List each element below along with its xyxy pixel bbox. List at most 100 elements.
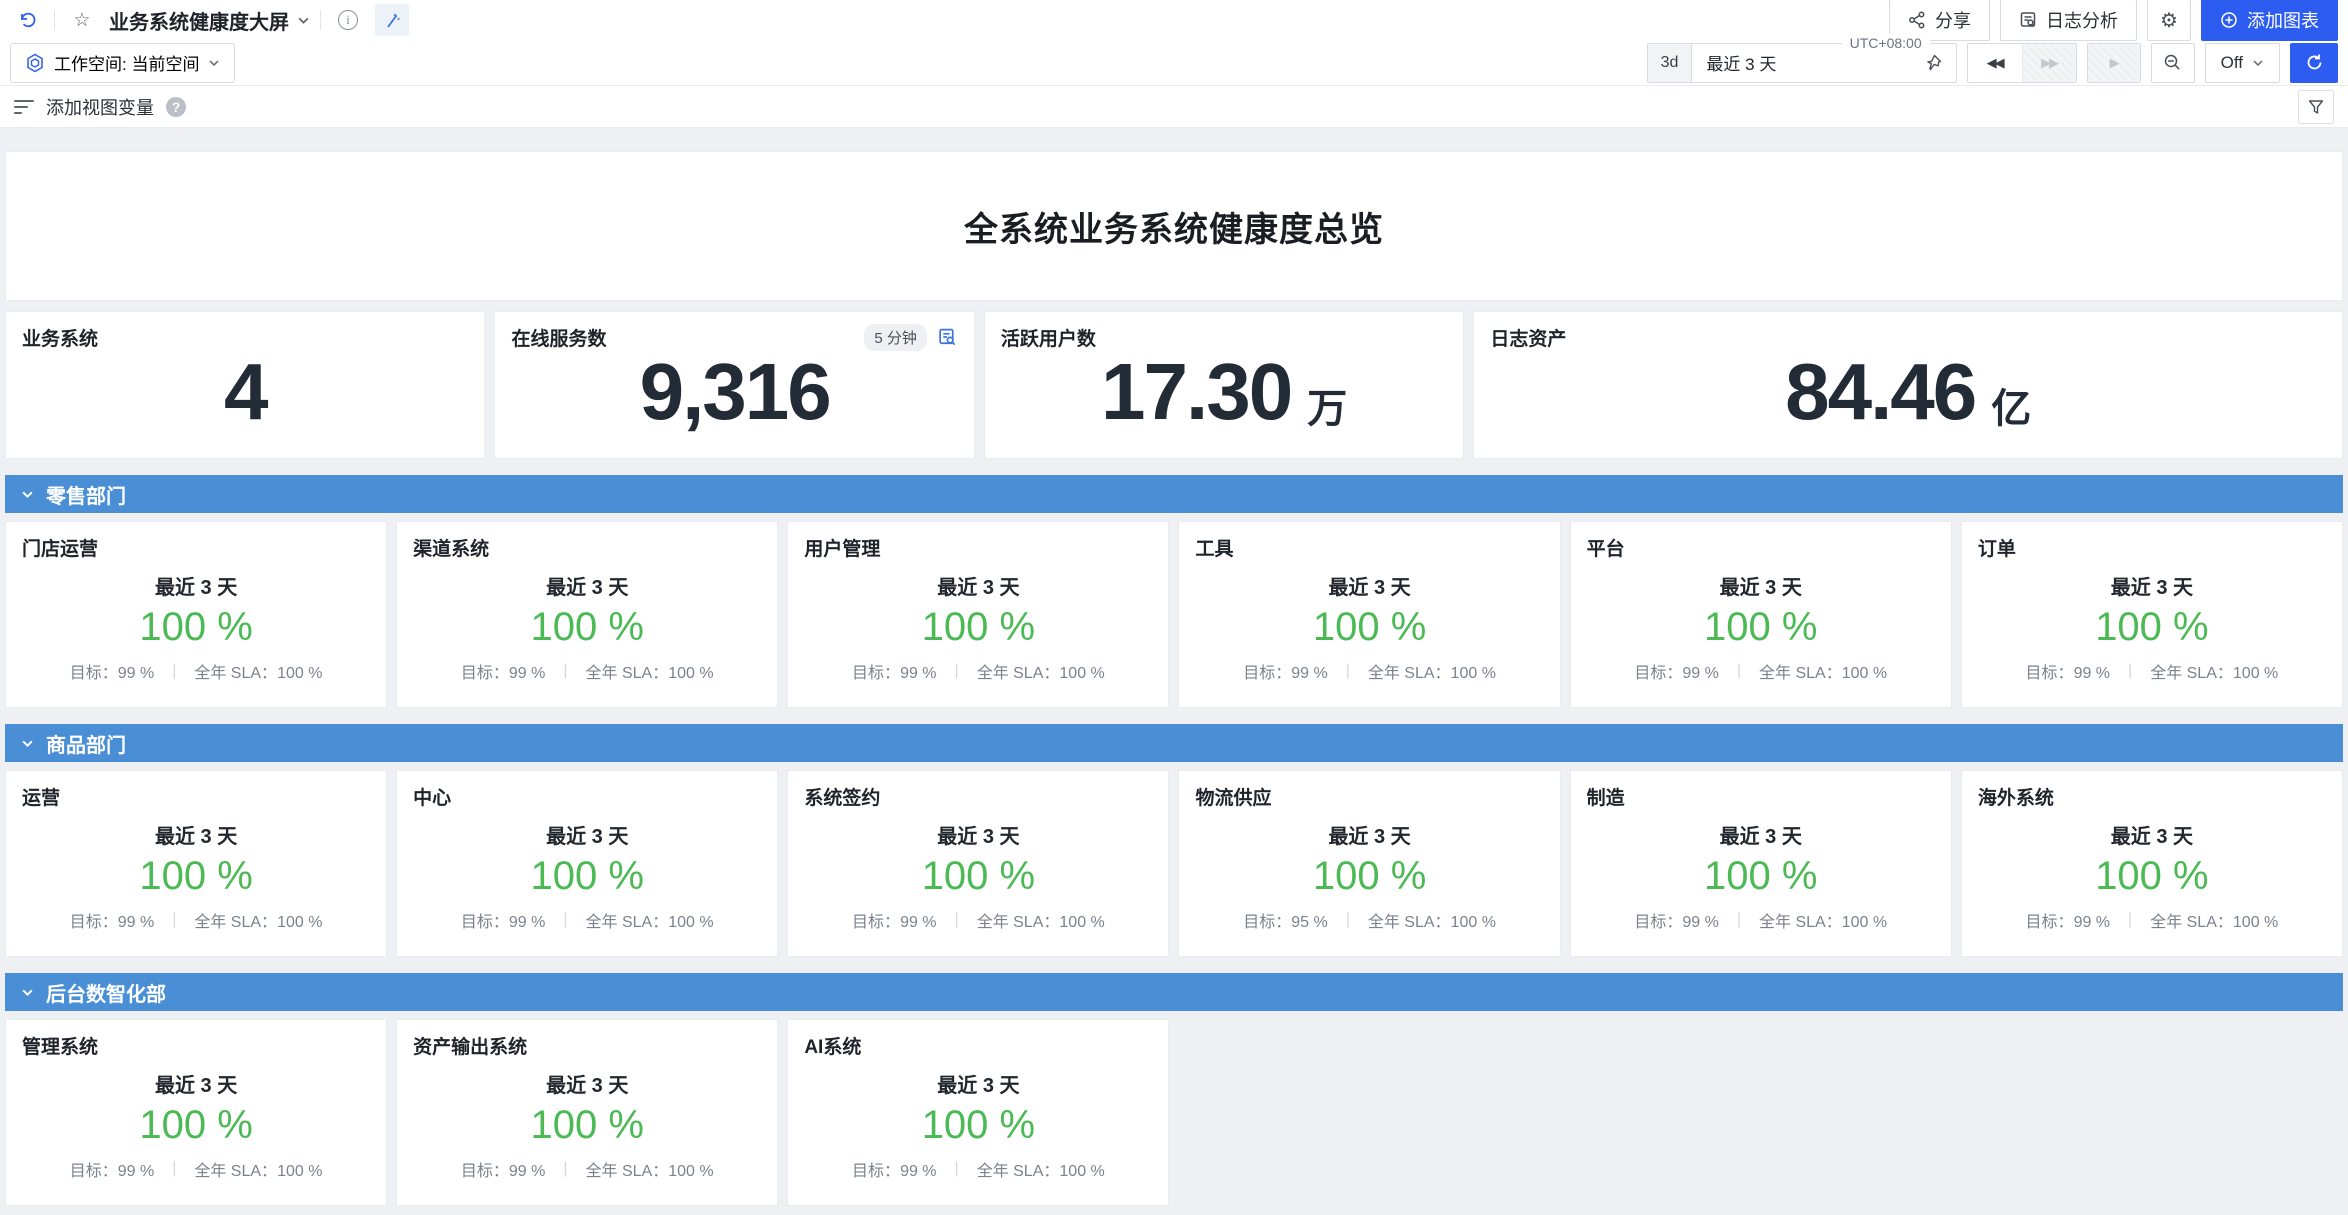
auto-refresh-value: Off	[2220, 52, 2243, 72]
target-label: 目标：	[2025, 914, 2074, 931]
target-label: 目标：	[69, 665, 118, 682]
settings-button[interactable]: ⚙	[2147, 0, 2191, 41]
stat-label: 活跃用户数	[1000, 329, 1096, 350]
filter-button[interactable]	[2298, 89, 2334, 124]
gear-icon: ⚙	[2160, 9, 2178, 32]
sla-panel: 平台 最近 3 天 100 % 目标：99 % | 全年 SLA：100 %	[1569, 521, 1952, 708]
favorite-button[interactable]: ☆	[65, 4, 99, 36]
stats-row: 业务系统 4 在线服务数 5 分钟 9,316 活跃用户数 17.30 万	[5, 311, 2343, 459]
target-label: 目标：	[1243, 914, 1292, 931]
auto-refresh-select[interactable]: Off	[2204, 42, 2280, 83]
panel-meta: 目标：99 % | 全年 SLA：100 %	[804, 1157, 1152, 1181]
time-step-group: ◀◀ ▶▶	[1966, 42, 2077, 83]
sla-value-text: 100 %	[1059, 1163, 1105, 1180]
workspace-selector[interactable]: 工作空间: 当前空间	[10, 42, 236, 83]
section-grid: 管理系统 最近 3 天 100 % 目标：99 % | 全年 SLA：100 %…	[5, 1019, 2343, 1206]
meta-pipe: |	[563, 1160, 568, 1177]
workspace-label: 工作空间: 当前空间	[54, 55, 200, 74]
log-search-icon[interactable]	[937, 327, 958, 348]
panel-value: 100 %	[1704, 854, 1818, 898]
meta-pipe: |	[172, 911, 177, 928]
zoom-out-icon	[2163, 53, 2182, 72]
panel-title: 渠道系统	[413, 539, 490, 560]
meta-pipe: |	[563, 662, 568, 679]
target-value: 99 %	[508, 914, 546, 931]
section-header[interactable]: 零售部门	[5, 475, 2343, 513]
section-header[interactable]: 商品部门	[5, 724, 2343, 762]
jump-latest-wrap: ▶	[2086, 42, 2141, 83]
panel-period: 最近 3 天	[1328, 577, 1411, 599]
magic-wand-button[interactable]	[375, 4, 409, 36]
step-back-button[interactable]: ◀◀	[1967, 43, 2022, 82]
sla-value-text: 100 %	[1450, 665, 1496, 682]
sla-value-text: 100 %	[2232, 665, 2279, 682]
target-value: 99 %	[900, 665, 937, 682]
panel-period: 最近 3 天	[154, 1075, 238, 1097]
help-icon[interactable]: ?	[166, 96, 186, 117]
sla-panel: 订单 最近 3 天 100 % 目标：99 % | 全年 SLA：100 %	[1960, 521, 2343, 708]
rewind-icon: ◀◀	[1986, 54, 2005, 70]
sla-label: 全年 SLA：	[2150, 914, 2233, 931]
stat-label: 在线服务数	[511, 329, 607, 350]
zoom-out-button[interactable]	[2150, 42, 2195, 83]
panel-meta: 目标：99 % | 全年 SLA：100 %	[413, 1157, 761, 1181]
log-analysis-button[interactable]: 日志分析	[2000, 0, 2137, 41]
undo-icon	[17, 10, 37, 30]
filter-lines-icon	[14, 99, 34, 114]
panel-period: 最近 3 天	[1328, 826, 1411, 848]
target-value: 99 %	[1682, 665, 1719, 682]
panel-title: 资产输出系统	[413, 1037, 528, 1058]
section: 后台数智化部 管理系统 最近 3 天 100 % 目标：99 % | 全年 SL…	[5, 973, 2343, 1206]
panel-title: 运营	[22, 788, 61, 809]
jump-latest-button[interactable]: ▶	[2087, 43, 2140, 82]
sla-label: 全年 SLA：	[1367, 914, 1451, 931]
time-range-input[interactable]: 最近 3 天	[1706, 55, 1777, 74]
info-button[interactable]: i	[331, 4, 365, 36]
target-label: 目标：	[852, 1163, 901, 1180]
panel-period: 最近 3 天	[546, 1075, 629, 1097]
time-toolbar: 工作空间: 当前空间 UTC+08:00 3d 最近 3 天 ◀◀ ▶▶ ▶	[0, 33, 2348, 86]
sla-value-text: 100 %	[668, 665, 714, 682]
panel-title: 海外系统	[1977, 788, 2054, 809]
pin-icon	[1924, 54, 1942, 72]
panel-title: 平台	[1586, 539, 1625, 560]
funnel-icon	[2308, 99, 2324, 115]
stat-label: 日志资产	[1490, 329, 1567, 350]
sla-value-text: 100 %	[2232, 914, 2279, 931]
target-label: 目标：	[460, 1163, 509, 1180]
sla-value-text: 100 %	[1059, 914, 1105, 931]
page-title: 业务系统健康度大屏	[109, 11, 289, 34]
refresh-button[interactable]	[2290, 42, 2338, 83]
pin-button[interactable]	[1920, 50, 1946, 76]
divider	[54, 10, 55, 30]
panel-period: 最近 3 天	[937, 826, 1020, 848]
sla-panel: 工具 最近 3 天 100 % 目标：99 % | 全年 SLA：100 %	[1178, 521, 1561, 708]
panel-title: 中心	[413, 788, 452, 809]
sla-label: 全年 SLA：	[1759, 914, 1842, 931]
step-forward-button[interactable]: ▶▶	[2021, 43, 2076, 82]
add-variable-button[interactable]: 添加视图变量	[46, 97, 154, 118]
panel-title: 工具	[1195, 539, 1234, 560]
panel-title: 物流供应	[1195, 788, 1272, 809]
undo-button[interactable]	[10, 4, 44, 36]
add-chart-button[interactable]: 添加图表	[2201, 0, 2338, 41]
panel-meta: 目标：99 % | 全年 SLA：100 %	[1978, 908, 2326, 932]
meta-pipe: |	[1345, 662, 1350, 679]
sla-value-text: 100 %	[1841, 914, 1888, 931]
panel-period: 最近 3 天	[2110, 826, 2194, 848]
stat-panel-online-services: 在线服务数 5 分钟 9,316	[494, 311, 975, 459]
sla-value-text: 100 %	[668, 914, 714, 931]
stat-value: 17.30	[1101, 347, 1293, 436]
section-header[interactable]: 后台数智化部	[5, 973, 2343, 1011]
sla-panel: 系统签约 最近 3 天 100 % 目标：99 % | 全年 SLA：100 %	[787, 770, 1170, 957]
panel-title: 门店运营	[22, 539, 99, 560]
target-value: 99 %	[1682, 914, 1719, 931]
sla-label: 全年 SLA：	[1367, 665, 1451, 682]
sla-label: 全年 SLA：	[1759, 665, 1842, 682]
dashboard-title-dropdown[interactable]: 业务系统健康度大屏	[109, 6, 310, 35]
time-shortcut-badge[interactable]: 3d	[1647, 43, 1693, 82]
panel-meta: 目标：99 % | 全年 SLA：100 %	[22, 1157, 370, 1181]
sla-panel: 资产输出系统 最近 3 天 100 % 目标：99 % | 全年 SLA：100…	[396, 1019, 779, 1206]
panel-value: 100 %	[139, 854, 253, 898]
target-value: 99 %	[1291, 665, 1328, 682]
